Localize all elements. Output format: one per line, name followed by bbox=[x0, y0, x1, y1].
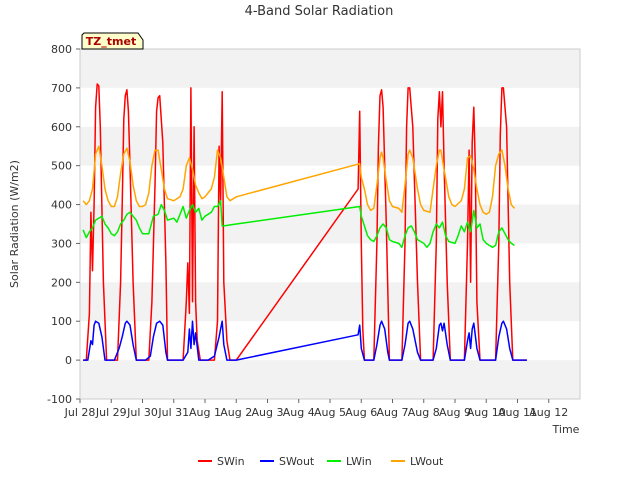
x-tick-label: Aug 3 bbox=[252, 406, 284, 419]
legend-label-lwin: LWin bbox=[346, 455, 372, 468]
annotation-box: TZ_tmet bbox=[81, 32, 144, 50]
x-tick-label: Jul 28 bbox=[64, 406, 96, 419]
y-tick-label: 800 bbox=[51, 43, 72, 56]
x-tick-label: Aug 10 bbox=[467, 406, 506, 419]
y-tick-label: 700 bbox=[51, 82, 72, 95]
y-tick-label: 400 bbox=[51, 199, 72, 212]
y-tick-label: 300 bbox=[51, 237, 72, 250]
annotation-label: TZ_tmet bbox=[86, 35, 136, 48]
y-tick-label: 0 bbox=[65, 354, 72, 367]
x-axis-label: Time bbox=[552, 423, 580, 436]
y-tick-label: 100 bbox=[51, 315, 72, 328]
series-line-swin bbox=[83, 83, 527, 361]
series-lines bbox=[82, 83, 527, 361]
x-tick-label: Jul 29 bbox=[95, 406, 127, 419]
x-tick-label: Aug 12 bbox=[529, 406, 568, 419]
x-tick-label: Aug 9 bbox=[439, 406, 471, 419]
legend-label-lwout: LWout bbox=[410, 455, 444, 468]
annotation-box-shape bbox=[81, 32, 144, 50]
legend-label-swin: SWin bbox=[217, 455, 245, 468]
x-tick-label: Jul 31 bbox=[157, 406, 189, 419]
x-tick-label: Aug 2 bbox=[220, 406, 252, 419]
y-axis-ticks: -100 0 100 200 300 400 500 600 700 800 bbox=[47, 43, 80, 406]
grid-band bbox=[80, 282, 580, 322]
legend-label-swout: SWout bbox=[279, 455, 315, 468]
legend: SWin SWout LWin LWout bbox=[198, 455, 444, 468]
series-line-lwin bbox=[82, 199, 515, 249]
y-tick-label: 200 bbox=[51, 276, 72, 289]
x-tick-label: Aug 11 bbox=[498, 406, 537, 419]
x-tick-label: Aug 4 bbox=[283, 406, 315, 419]
y-axis-label: Solar Radiation (W/m2) bbox=[8, 160, 21, 288]
x-tick-label: Aug 6 bbox=[345, 406, 377, 419]
series-line-swout bbox=[83, 320, 527, 361]
x-tick-label: Aug 5 bbox=[314, 406, 346, 419]
grid-band bbox=[80, 49, 580, 88]
y-tick-label: -100 bbox=[47, 393, 72, 406]
x-tick-label: Aug 8 bbox=[408, 406, 440, 419]
series-line-lwout bbox=[82, 145, 515, 216]
x-tick-label: Aug 7 bbox=[377, 406, 409, 419]
y-tick-label: 600 bbox=[51, 121, 72, 134]
y-tick-label: 500 bbox=[51, 160, 72, 173]
x-tick-label: Aug 1 bbox=[189, 406, 221, 419]
chart-title: 4-Band Solar Radiation bbox=[245, 4, 394, 19]
grid-band bbox=[80, 360, 580, 399]
x-tick-label: Jul 30 bbox=[126, 406, 158, 419]
